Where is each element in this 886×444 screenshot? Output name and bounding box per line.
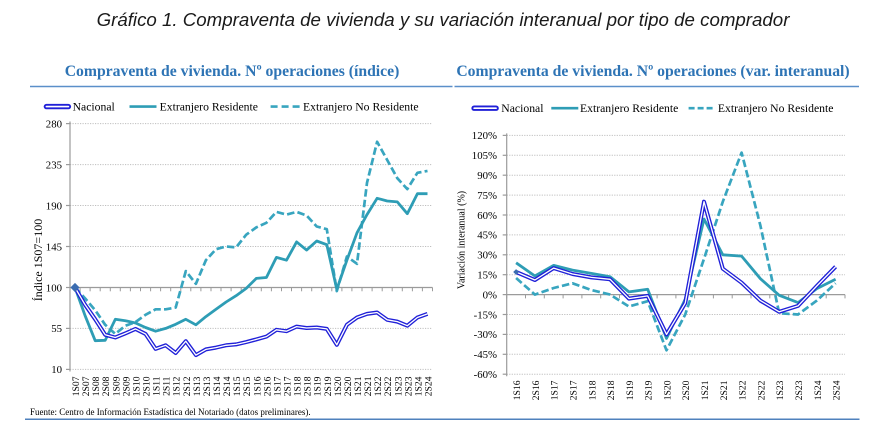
svg-text:Variación interanual (%): Variación interanual (%) [457,191,468,289]
svg-text:-15%: -15% [474,309,497,321]
svg-text:45%: 45% [477,230,497,242]
svg-text:2S17: 2S17 [283,376,294,396]
svg-text:235: 235 [46,159,62,171]
svg-text:1S18: 1S18 [293,376,304,396]
svg-text:2S19: 2S19 [644,380,655,400]
svg-text:-45%: -45% [474,349,497,361]
svg-text:Nacional: Nacional [73,101,116,114]
svg-text:145: 145 [46,241,62,253]
svg-text:1S23: 1S23 [775,380,786,400]
svg-text:1S21: 1S21 [700,380,711,400]
svg-text:190: 190 [46,200,62,212]
svg-text:Extranjero No Residente: Extranjero No Residente [718,102,834,115]
svg-text:2S09: 2S09 [121,376,132,396]
svg-text:2S21: 2S21 [719,380,730,400]
svg-text:1S24: 1S24 [813,380,824,400]
svg-text:2S13: 2S13 [202,376,213,396]
svg-text:1S24: 1S24 [413,376,424,396]
svg-text:120%: 120% [472,130,497,142]
svg-text:2S22: 2S22 [756,380,767,400]
svg-text:1S15: 1S15 [232,376,243,396]
svg-text:Fuente: Centro de Información: Fuente: Centro de Información Estadístic… [30,407,311,417]
svg-text:2S11: 2S11 [162,376,173,396]
svg-text:1S23: 1S23 [393,376,404,396]
svg-text:1S09: 1S09 [111,376,122,396]
svg-text:2S18: 2S18 [303,376,314,396]
svg-text:1S07: 1S07 [71,376,82,396]
svg-text:2S18: 2S18 [606,380,617,400]
svg-text:1S14: 1S14 [212,376,223,396]
svg-text:1S16: 1S16 [512,380,523,400]
svg-text:2S15: 2S15 [242,376,253,396]
svg-text:55: 55 [51,323,62,335]
svg-text:1S18: 1S18 [587,380,598,400]
svg-text:2S20: 2S20 [343,376,354,396]
svg-text:0%: 0% [483,289,497,301]
svg-text:1S13: 1S13 [192,376,203,396]
svg-text:1S10: 1S10 [132,376,143,396]
svg-text:15%: 15% [477,270,497,282]
svg-text:Gráfico 1. Compraventa de vivi: Gráfico 1. Compraventa de vivienda y su … [97,9,791,30]
svg-text:2S23: 2S23 [403,376,414,396]
svg-text:2S07: 2S07 [81,376,92,396]
svg-text:1S22: 1S22 [373,376,384,396]
svg-text:Extranjero Residente: Extranjero Residente [160,101,258,114]
svg-text:100: 100 [46,282,62,294]
svg-text:1S20: 1S20 [333,376,344,396]
svg-text:90%: 90% [477,170,497,182]
svg-text:60%: 60% [477,210,497,222]
svg-text:1S16: 1S16 [252,376,263,396]
svg-text:-30%: -30% [474,329,497,341]
svg-text:2S24: 2S24 [832,380,843,400]
svg-text:1S17: 1S17 [272,376,283,396]
svg-text:280: 280 [46,118,62,130]
svg-text:2S12: 2S12 [182,376,193,396]
svg-text:1S20: 1S20 [663,380,674,400]
svg-text:Extranjero No Residente: Extranjero No Residente [303,101,419,114]
svg-text:2S19: 2S19 [323,376,334,396]
svg-text:1S17: 1S17 [550,380,561,400]
svg-text:2S08: 2S08 [101,376,112,396]
svg-text:2S14: 2S14 [222,376,233,396]
svg-text:2S21: 2S21 [363,376,374,396]
svg-text:Compraventa de vivienda. Nº op: Compraventa de vivienda. Nº operaciones … [65,63,400,80]
svg-text:10: 10 [51,364,62,376]
svg-text:2S23: 2S23 [794,380,805,400]
svg-text:75%: 75% [477,190,497,202]
svg-text:30%: 30% [477,250,497,262]
svg-text:2S17: 2S17 [569,380,580,400]
svg-text:1S19: 1S19 [313,376,324,396]
svg-text:1S08: 1S08 [91,376,102,396]
svg-text:Índice 1S07=100: Índice 1S07=100 [31,219,45,301]
svg-text:2S16: 2S16 [531,380,542,400]
svg-text:1S19: 1S19 [625,380,636,400]
svg-text:Extranjero Residente: Extranjero Residente [580,102,678,115]
svg-text:2S20: 2S20 [681,380,692,400]
svg-text:1S22: 1S22 [738,380,749,400]
svg-text:2S24: 2S24 [424,376,435,396]
svg-text:2S10: 2S10 [142,376,153,396]
svg-text:105%: 105% [472,150,497,162]
svg-text:2S22: 2S22 [383,376,394,396]
svg-text:Nacional: Nacional [501,102,544,115]
svg-text:2S16: 2S16 [262,376,273,396]
svg-text:Compraventa de vivienda. Nº op: Compraventa de vivienda. Nº operaciones … [456,63,849,80]
svg-text:1S21: 1S21 [353,376,364,396]
svg-text:1S11: 1S11 [152,376,163,396]
svg-text:1S12: 1S12 [172,376,183,396]
svg-text:-60%: -60% [474,369,497,381]
